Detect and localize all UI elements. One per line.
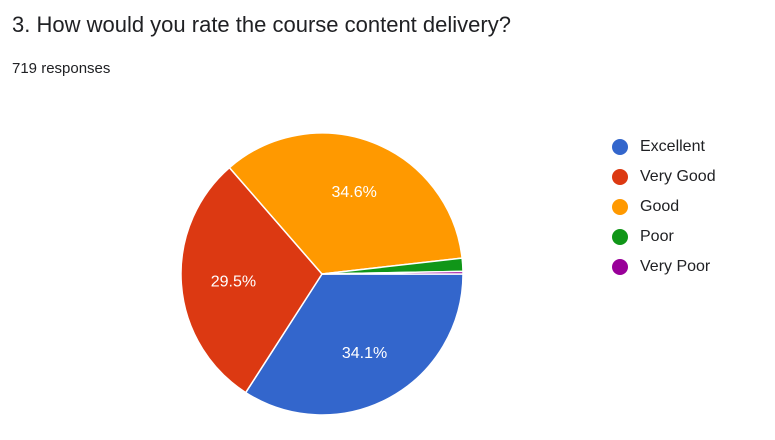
data-label: 34.6%	[331, 184, 376, 201]
legend-label: Good	[640, 198, 680, 215]
response-count: 719 responses	[12, 60, 111, 77]
legend: Excellent Very Good Good Poor Very Poor	[612, 132, 716, 282]
pie-slice-good[interactable]	[228, 132, 463, 275]
legend-label: Poor	[640, 228, 674, 245]
legend-swatch-icon	[612, 169, 628, 185]
legend-item[interactable]: Excellent	[612, 132, 716, 162]
legend-swatch-icon	[612, 229, 628, 245]
question-title: 3. How would you rate the course content…	[12, 12, 511, 37]
pie-slice-very-poor[interactable]	[321, 270, 464, 275]
pie-slice-very-good[interactable]	[180, 166, 323, 394]
data-label: 34.1%	[342, 345, 387, 362]
legend-label: Very Good	[640, 168, 716, 185]
legend-item[interactable]: Very Good	[612, 162, 716, 192]
legend-item[interactable]: Good	[612, 192, 716, 222]
legend-swatch-icon	[612, 139, 628, 155]
legend-item[interactable]: Very Poor	[612, 252, 716, 282]
legend-swatch-icon	[612, 199, 628, 215]
legend-label: Excellent	[640, 138, 705, 155]
legend-swatch-icon	[612, 259, 628, 275]
legend-label: Very Poor	[640, 258, 711, 275]
data-label: 29.5%	[211, 273, 256, 290]
legend-item[interactable]: Poor	[612, 222, 716, 252]
